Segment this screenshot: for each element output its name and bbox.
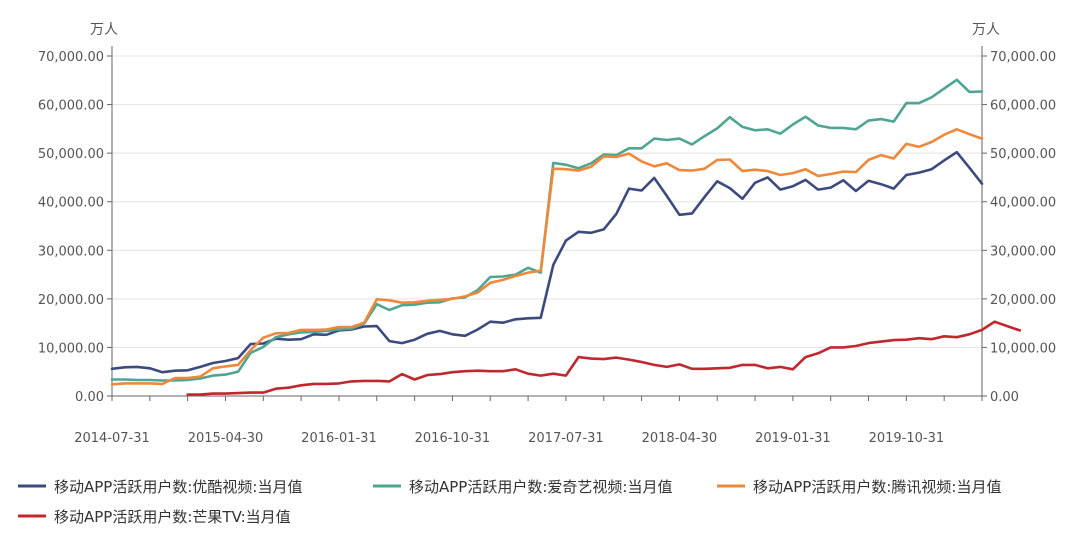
left-tick-label: 0.00 bbox=[75, 390, 104, 405]
legend-label-1: 移动APP活跃用户数:优酷视频:当月值 bbox=[54, 478, 302, 496]
left-tick-label: 20,000.00 bbox=[38, 293, 104, 308]
legend: 移动APP活跃用户数:优酷视频:当月值 移动APP活跃用户数:爱奇艺视频:当月值移… bbox=[18, 478, 1001, 526]
left-axis-unit: 万人 bbox=[90, 22, 118, 38]
x-tick-label: 2017-07-31 bbox=[528, 431, 604, 446]
x-tick-label: 2018-04-30 bbox=[642, 431, 718, 446]
left-tick-label: 30,000.00 bbox=[38, 244, 104, 259]
left-tick-label: 40,000.00 bbox=[38, 196, 104, 211]
grid bbox=[112, 55, 982, 348]
right-tick-label: 20,000.00 bbox=[990, 293, 1056, 308]
legend-label-4: 移动APP活跃用户数:芒果TV:当月值 bbox=[54, 508, 291, 526]
series-line-3 bbox=[110, 128, 984, 386]
right-axis-unit: 万人 bbox=[972, 22, 1000, 38]
legend-label-3: 移动APP活跃用户数:腾讯视频:当月值 bbox=[753, 478, 1001, 496]
right-tick-label: 60,000.00 bbox=[990, 99, 1056, 114]
axes: 万人 万人 0.00 0.00 10,000.00 10,000.00 20,000.0… bbox=[38, 22, 1056, 446]
left-tick-label: 70,000.00 bbox=[38, 50, 104, 65]
left-tick-label: 60,000.00 bbox=[38, 99, 104, 114]
right-tick-label: 50,000.00 bbox=[990, 147, 1056, 162]
series-line-1 bbox=[110, 150, 984, 374]
right-tick-label: 30,000.00 bbox=[990, 244, 1056, 259]
series-lines bbox=[110, 78, 1022, 396]
series-line-4 bbox=[186, 320, 1022, 396]
right-tick-label: 40,000.00 bbox=[990, 196, 1056, 211]
legend-label-2: 移动APP活跃用户数:爱奇艺视频:当月值 bbox=[409, 478, 672, 496]
right-tick-label: 0.00 bbox=[990, 390, 1019, 405]
x-tick-label: 2019-01-31 bbox=[755, 431, 831, 446]
left-tick-label: 50,000.00 bbox=[38, 147, 104, 162]
x-tick-label: 2016-01-31 bbox=[301, 431, 377, 446]
left-tick-label: 10,000.00 bbox=[38, 341, 104, 356]
x-tick-label: 2019-10-31 bbox=[869, 431, 945, 446]
x-tick-label: 2015-04-30 bbox=[188, 431, 264, 446]
x-tick-label: 2014-07-31 bbox=[74, 431, 150, 446]
right-tick-label: 70,000.00 bbox=[990, 50, 1056, 65]
x-tick-label: 2016-10-31 bbox=[415, 431, 491, 446]
right-tick-label: 10,000.00 bbox=[990, 341, 1056, 356]
